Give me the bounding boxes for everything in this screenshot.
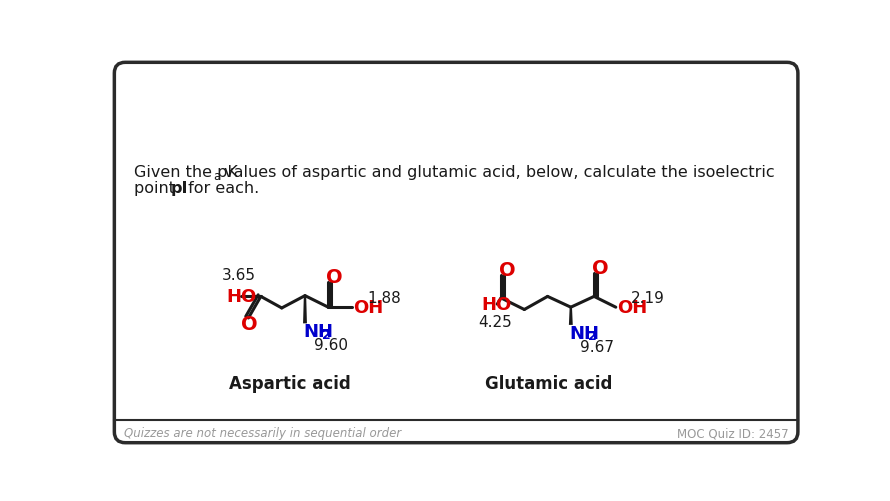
Text: 2.19: 2.19 bbox=[631, 291, 665, 306]
Text: for each.: for each. bbox=[182, 180, 259, 195]
Text: OH: OH bbox=[353, 299, 384, 317]
Text: Aspartic acid: Aspartic acid bbox=[229, 374, 351, 392]
Text: point: point bbox=[134, 180, 181, 195]
Text: pI: pI bbox=[170, 180, 188, 195]
Text: O: O bbox=[592, 259, 609, 278]
Text: Quizzes are not necessarily in sequential order: Quizzes are not necessarily in sequentia… bbox=[124, 426, 400, 439]
Polygon shape bbox=[569, 308, 573, 325]
FancyBboxPatch shape bbox=[114, 63, 798, 443]
Polygon shape bbox=[303, 296, 307, 324]
Text: OH: OH bbox=[618, 299, 648, 317]
Text: Given the pK: Given the pK bbox=[134, 165, 239, 180]
Text: O: O bbox=[240, 314, 257, 333]
Text: 1.88: 1.88 bbox=[367, 291, 401, 306]
Text: Glutamic acid: Glutamic acid bbox=[485, 374, 613, 392]
Text: 9.60: 9.60 bbox=[314, 338, 348, 353]
Text: O: O bbox=[326, 268, 343, 286]
Text: 9.67: 9.67 bbox=[580, 339, 614, 354]
Text: 4.25: 4.25 bbox=[478, 314, 512, 329]
Text: NH: NH bbox=[303, 323, 334, 340]
Text: O: O bbox=[498, 261, 515, 280]
Text: 3.65: 3.65 bbox=[222, 268, 256, 283]
Text: 2: 2 bbox=[322, 328, 331, 341]
Text: MOC Quiz ID: 2457: MOC Quiz ID: 2457 bbox=[677, 426, 789, 439]
Text: HO: HO bbox=[226, 288, 256, 306]
Text: values of aspartic and glutamic acid, below, calculate the isoelectric: values of aspartic and glutamic acid, be… bbox=[219, 165, 774, 180]
Text: 2: 2 bbox=[588, 330, 596, 343]
Text: a: a bbox=[214, 170, 221, 183]
Text: HO: HO bbox=[481, 296, 512, 314]
Text: NH: NH bbox=[570, 324, 599, 342]
